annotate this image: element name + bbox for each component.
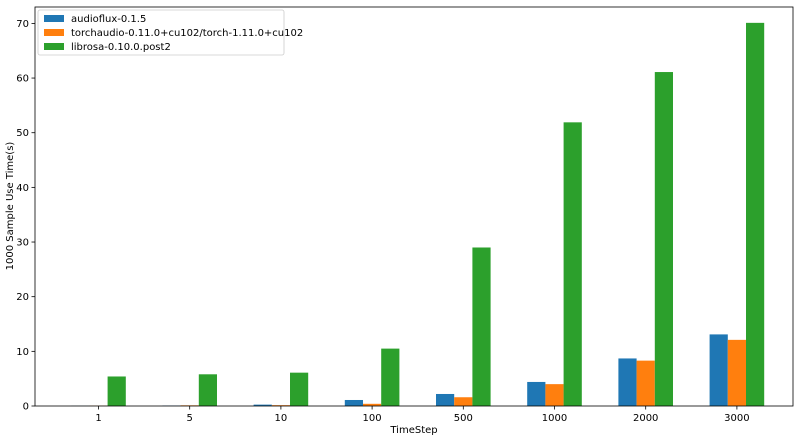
legend-label: librosa-0.10.0.post2 <box>71 42 171 53</box>
bar-3-3000 <box>746 22 765 406</box>
bar-2-3000 <box>727 339 746 406</box>
y-axis-label: 1000 Sample Use Time(s) <box>5 142 16 271</box>
y-tick-label: 30 <box>16 238 29 249</box>
legend-frame <box>37 9 285 56</box>
x-tick-label: 3000 <box>724 413 749 424</box>
x-axis-label: TimeStep <box>389 425 437 436</box>
x-tick-label: 2000 <box>633 413 658 424</box>
bars <box>71 22 765 406</box>
x-tick-label: 10 <box>275 413 288 424</box>
bar-1-1000 <box>527 381 546 406</box>
y-tick-label: 50 <box>16 128 29 139</box>
legend-swatch <box>44 29 64 36</box>
bar-2-2000 <box>636 360 655 406</box>
y-axis-ticks: 0 10 20 30 40 50 60 70 <box>16 19 35 413</box>
bar-3-2000 <box>654 72 673 406</box>
x-tick-label: 1 <box>95 413 101 424</box>
bar-3-1 <box>107 376 126 406</box>
bar-2-100 <box>363 403 382 406</box>
legend-swatch <box>44 15 64 22</box>
x-tick-label: 5 <box>187 413 193 424</box>
bar-3-100 <box>381 348 400 406</box>
bar-3-10 <box>290 372 309 406</box>
bar-3-500 <box>472 247 491 406</box>
y-tick-label: 60 <box>16 74 29 85</box>
plot-frame <box>34 6 794 407</box>
bar-3-5 <box>198 374 217 406</box>
bar-1-3000 <box>709 334 728 406</box>
legend-label: torchaudio-0.11.0+cu102/torch-1.11.0+cu1… <box>71 28 303 39</box>
y-tick-label: 70 <box>16 19 29 30</box>
y-tick-label: 0 <box>23 402 29 413</box>
x-tick-label: 100 <box>363 413 382 424</box>
bar-2-500 <box>454 397 473 406</box>
x-axis-ticks: 1 5 10 100 500 1000 2000 3000 <box>95 406 750 424</box>
legend-label: audioflux-0.1.5 <box>71 14 146 25</box>
y-tick-label: 20 <box>16 292 29 303</box>
y-tick-label: 40 <box>16 183 29 194</box>
legend: audioflux-0.1.5 torchaudio-0.11.0+cu102/t… <box>37 9 303 56</box>
y-tick-label: 10 <box>16 347 29 358</box>
plot-area <box>35 7 793 406</box>
bar-2-1000 <box>545 384 564 406</box>
bar-1-500 <box>436 393 455 406</box>
bar-1-2000 <box>618 358 637 406</box>
x-tick-label: 1000 <box>542 413 567 424</box>
bar-1-100 <box>344 399 363 406</box>
x-tick-label: 500 <box>454 413 473 424</box>
bar-1-10 <box>253 404 272 406</box>
bar-3-1000 <box>563 122 582 406</box>
bar-2-10 <box>271 405 290 406</box>
legend-swatch <box>44 43 64 50</box>
